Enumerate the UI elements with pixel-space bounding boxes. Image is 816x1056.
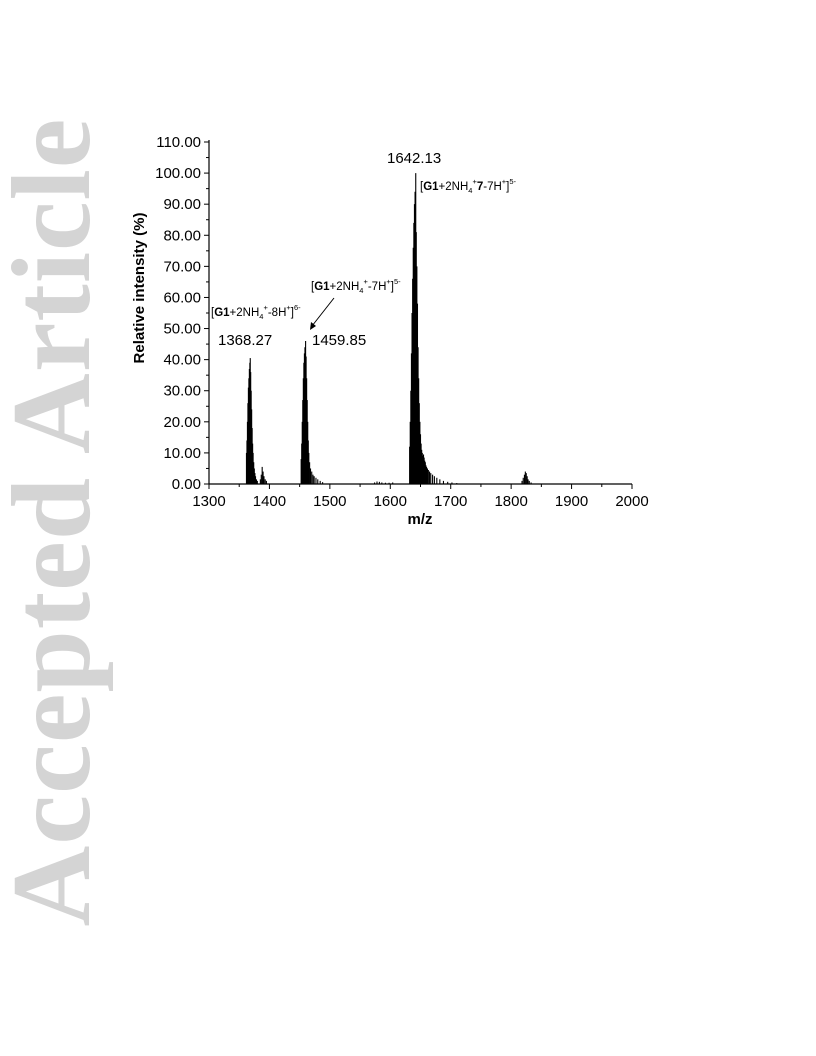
x-tick-label: 1800 xyxy=(494,493,527,510)
y-tick-label: 110.00 xyxy=(156,134,201,151)
y-tick-label: 0.00 xyxy=(172,476,201,493)
y-axis-title: Relative intensity (%) xyxy=(131,213,148,364)
svg-text:[G1+2NH4+-8H+]6-: [G1+2NH4+-8H+]6- xyxy=(211,303,301,321)
y-tick-label: 40.00 xyxy=(163,352,201,369)
annotation-arrow xyxy=(310,297,335,330)
svg-text:[G1+2NH4+-7H+]5-: [G1+2NH4+-7H+]5- xyxy=(311,277,401,295)
y-tick-label: 90.00 xyxy=(163,196,201,213)
y-tick-label: 50.00 xyxy=(163,321,201,338)
peak-label-1459: 1459.85 xyxy=(312,332,366,349)
y-tick-label: 60.00 xyxy=(163,289,201,306)
ion-annotation-6minus: [G1+2NH4+-8H+]6- xyxy=(211,303,301,321)
x-tick-label: 1600 xyxy=(374,493,407,510)
x-tick-label: 1700 xyxy=(434,493,467,510)
x-tick-label: 2000 xyxy=(615,493,648,510)
y-tick-label: 10.00 xyxy=(163,445,201,462)
x-tick-label: 1300 xyxy=(192,493,225,510)
y-tick-label: 80.00 xyxy=(163,227,201,244)
x-axis-title: m/z xyxy=(407,511,432,528)
svg-text:[G1+2NH4+7-7H+]5-: [G1+2NH4+7-7H+]5- xyxy=(420,177,517,195)
y-tick-label: 100.00 xyxy=(155,165,201,182)
ion-bracket-open: [ xyxy=(211,307,215,319)
peak-label-1368: 1368.27 xyxy=(218,332,272,349)
x-tick-label: 1500 xyxy=(313,493,346,510)
peak-label-1642: 1642.13 xyxy=(387,150,441,167)
y-tick-label: 30.00 xyxy=(163,383,201,400)
spectrum-peaks xyxy=(245,173,532,484)
ion-annotation-5minus-b: [G1+2NH4+7-7H+]5- xyxy=(420,177,517,195)
y-tick-label: 70.00 xyxy=(163,258,201,275)
ion-annotation-5minus-a: [G1+2NH4+-7H+]5- xyxy=(311,277,401,295)
axes: 0.00 10.00 20.00 30.00 40.00 50.00 60.00 70.00 8… xyxy=(155,134,649,510)
y-tick-label: 20.00 xyxy=(163,414,201,431)
x-tick-label: 1400 xyxy=(253,493,286,510)
x-tick-label: 1900 xyxy=(555,493,588,510)
